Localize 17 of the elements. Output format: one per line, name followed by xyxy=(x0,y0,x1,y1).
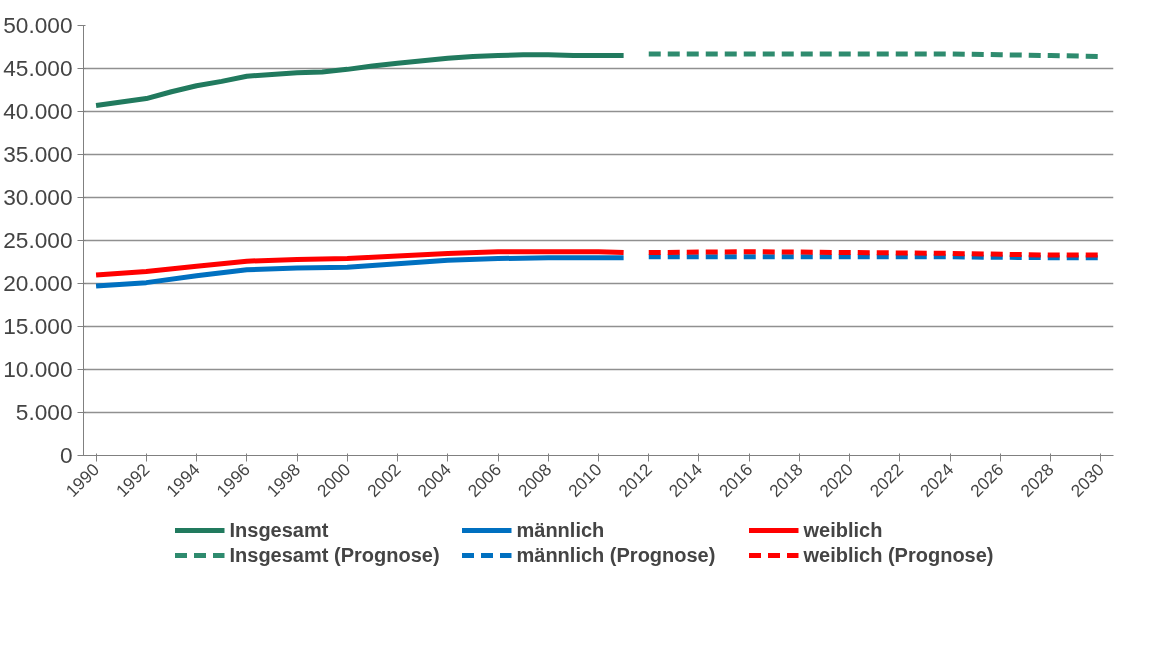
y-tick-label: 10.000 xyxy=(3,356,73,382)
y-tick-label: 30.000 xyxy=(3,184,73,210)
legend-label: männlich xyxy=(516,518,606,542)
y-tick-label: 45.000 xyxy=(3,55,73,81)
legend-label: Insgesamt (Prognose) xyxy=(229,543,441,567)
y-tick-label: 0 xyxy=(59,442,73,468)
legend-label: männlich (Prognose) xyxy=(516,543,717,567)
y-tick-label: 20.000 xyxy=(3,270,73,296)
y-tick-label: 35.000 xyxy=(3,141,73,167)
y-tick-label: 40.000 xyxy=(3,98,73,124)
legend-label: Insgesamt xyxy=(229,518,330,542)
legend-label: weiblich xyxy=(803,518,884,542)
y-tick-label: 15.000 xyxy=(3,313,73,339)
legend-label: weiblich (Prognose) xyxy=(803,543,995,567)
y-tick-label: 5.000 xyxy=(15,399,73,425)
y-tick-label: 50.000 xyxy=(3,12,73,38)
y-tick-label: 25.000 xyxy=(3,227,73,253)
